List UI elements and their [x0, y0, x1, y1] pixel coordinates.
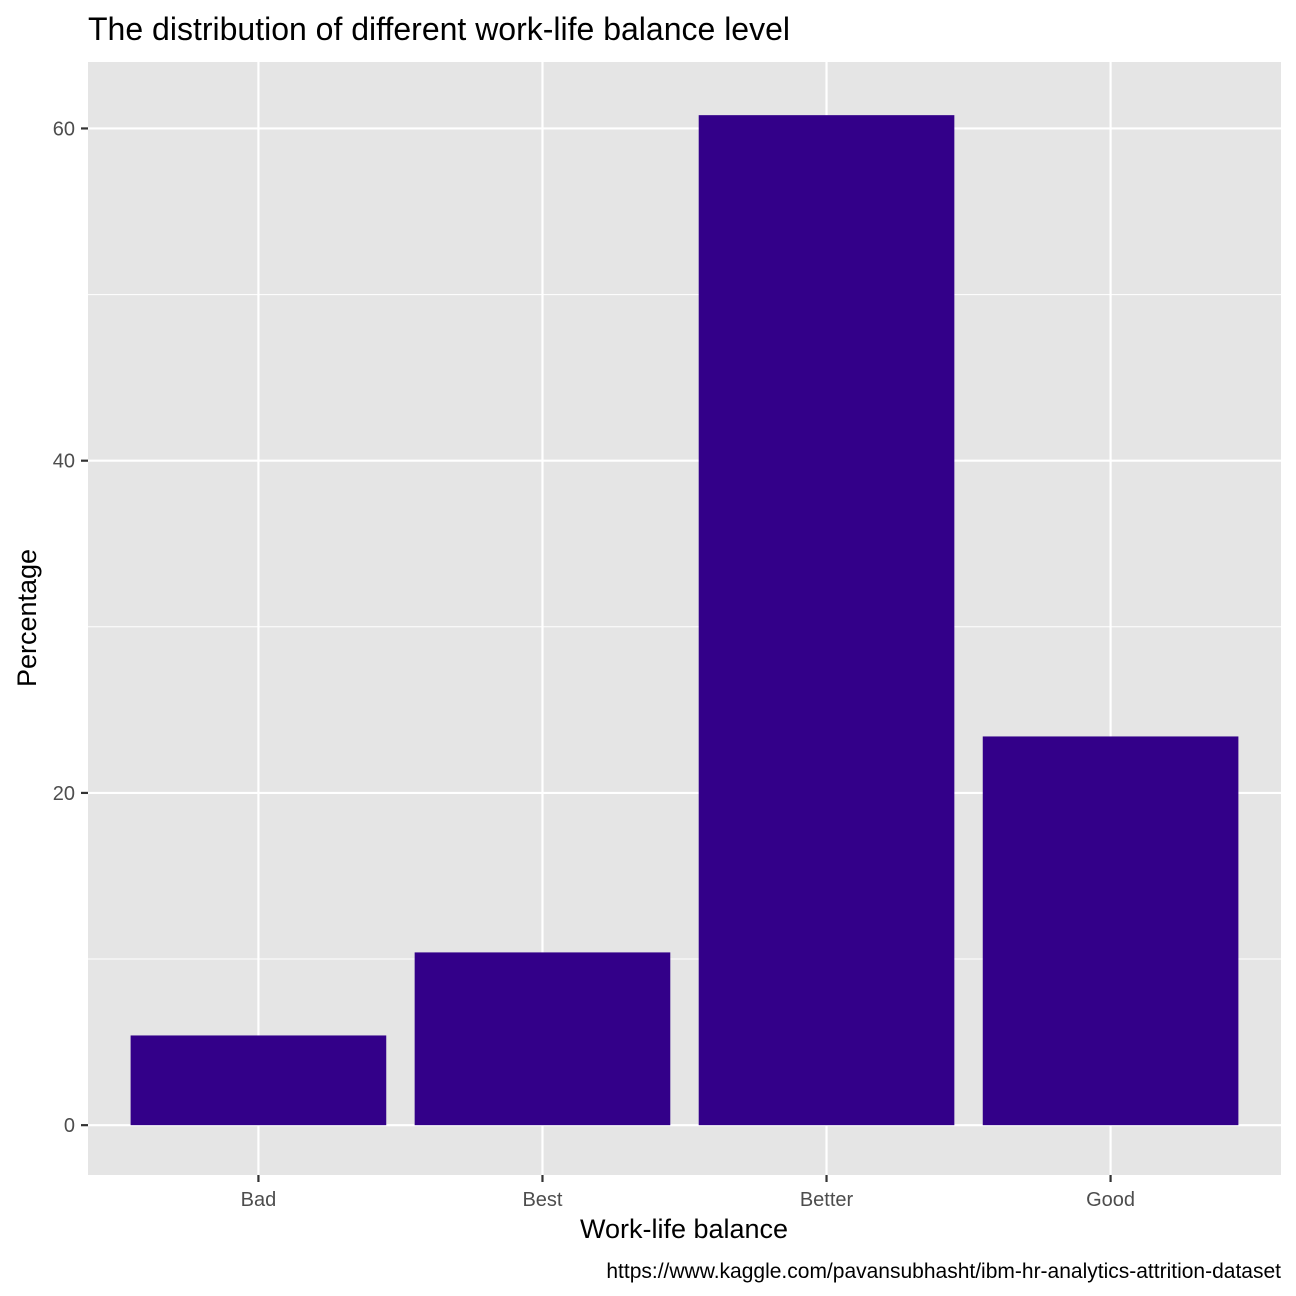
- x-tick-label: Best: [522, 1189, 562, 1211]
- y-axis: 0 20 40 60: [53, 118, 88, 1137]
- bar-good: [982, 736, 1239, 1126]
- x-tick-label: Good: [1086, 1189, 1135, 1211]
- y-tick-label: 60: [53, 118, 75, 140]
- x-tick-label: Better: [800, 1189, 854, 1211]
- x-axis: Bad Best Better Good: [241, 1175, 1135, 1211]
- x-tick-label: Bad: [241, 1189, 277, 1211]
- y-axis-label: Percentage: [12, 549, 42, 687]
- y-tick-label: 20: [53, 783, 75, 805]
- x-axis-label: Work-life balance: [580, 1214, 788, 1244]
- bar-better: [698, 115, 955, 1126]
- source-caption: https://www.kaggle.com/pavansubhasht/ibm…: [606, 1260, 1281, 1283]
- chart-title: The distribution of different work-life …: [88, 11, 790, 47]
- bar-best: [414, 952, 671, 1126]
- bars-group: [130, 115, 1239, 1126]
- y-tick-label: 40: [53, 451, 75, 473]
- bar-bad: [130, 1035, 387, 1126]
- y-tick-label: 0: [64, 1115, 75, 1137]
